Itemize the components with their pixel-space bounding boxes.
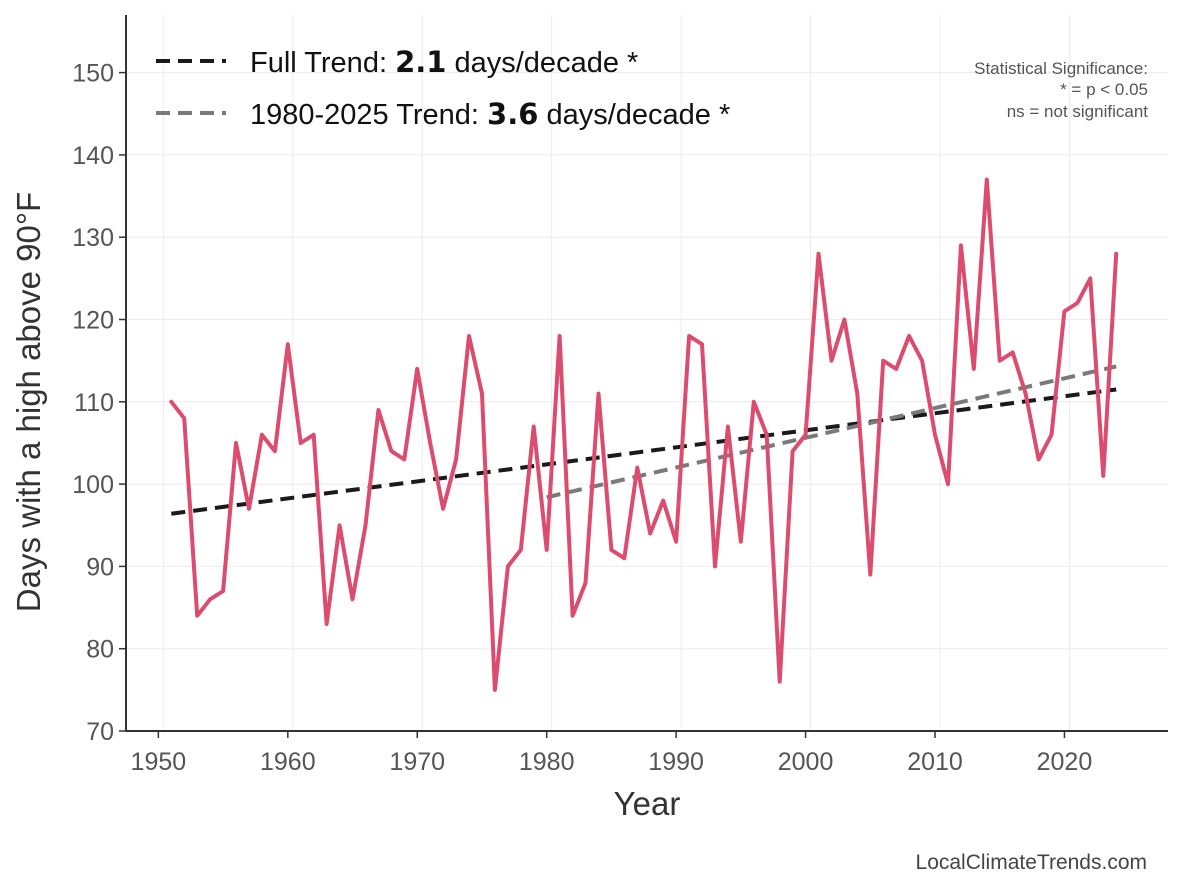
trend-lines [171,364,1117,516]
significance-note: Statistical Significance: * = p < 0.05 n… [974,59,1148,121]
grid [126,15,1168,732]
x-tick-label-2010: 2010 [907,748,963,776]
y-tick-label-120: 120 [72,307,114,335]
x-tick-label-1970: 1970 [389,748,445,776]
x-tick-label-1980: 1980 [519,748,575,776]
significance-note-title: Statistical Significance: [974,59,1148,78]
legend-entry-1980-trend: 1980-2025 Trend: 3.6 days/decade * [250,97,730,131]
series-line-0 [169,177,1119,692]
significance-note-p-value: * = p < 0.05 [1060,80,1148,99]
y-tick-label-90: 90 [86,553,114,581]
trend-line-1980-2025 [546,364,1117,500]
source-credit: LocalClimateTrends.com [916,851,1147,874]
tick-labels: 70 80 90 100 110 120 130 140 150 1950 1960 1970 1980… [72,60,1092,776]
legend: Full Trend: 2.1 days/decade * 1980-2025 … [156,45,730,131]
trend-line-full [171,387,1117,516]
x-tick-label-1950: 1950 [131,748,187,776]
x-tick-label-2000: 2000 [778,748,834,776]
y-tick-label-150: 150 [72,60,114,88]
x-tick-label-2020: 2020 [1037,748,1093,776]
y-axis-title: Days with a high above 90°F [10,192,47,612]
y-tick-label-140: 140 [72,142,114,170]
y-tick-label-70: 70 [86,718,114,746]
significance-note-ns: ns = not significant [1007,102,1149,121]
y-tick-label-80: 80 [86,636,114,664]
y-tick-label-110: 110 [74,389,114,417]
x-tick-label-1990: 1990 [648,748,704,776]
legend-entry-full-trend: Full Trend: 2.1 days/decade * [250,45,638,79]
series-lines [169,177,1119,692]
x-tick-label-1960: 1960 [260,748,316,776]
x-axis-title: Year [614,785,681,822]
axes [119,15,1168,738]
y-tick-label-130: 130 [72,224,114,252]
y-tick-label-100: 100 [72,471,114,499]
